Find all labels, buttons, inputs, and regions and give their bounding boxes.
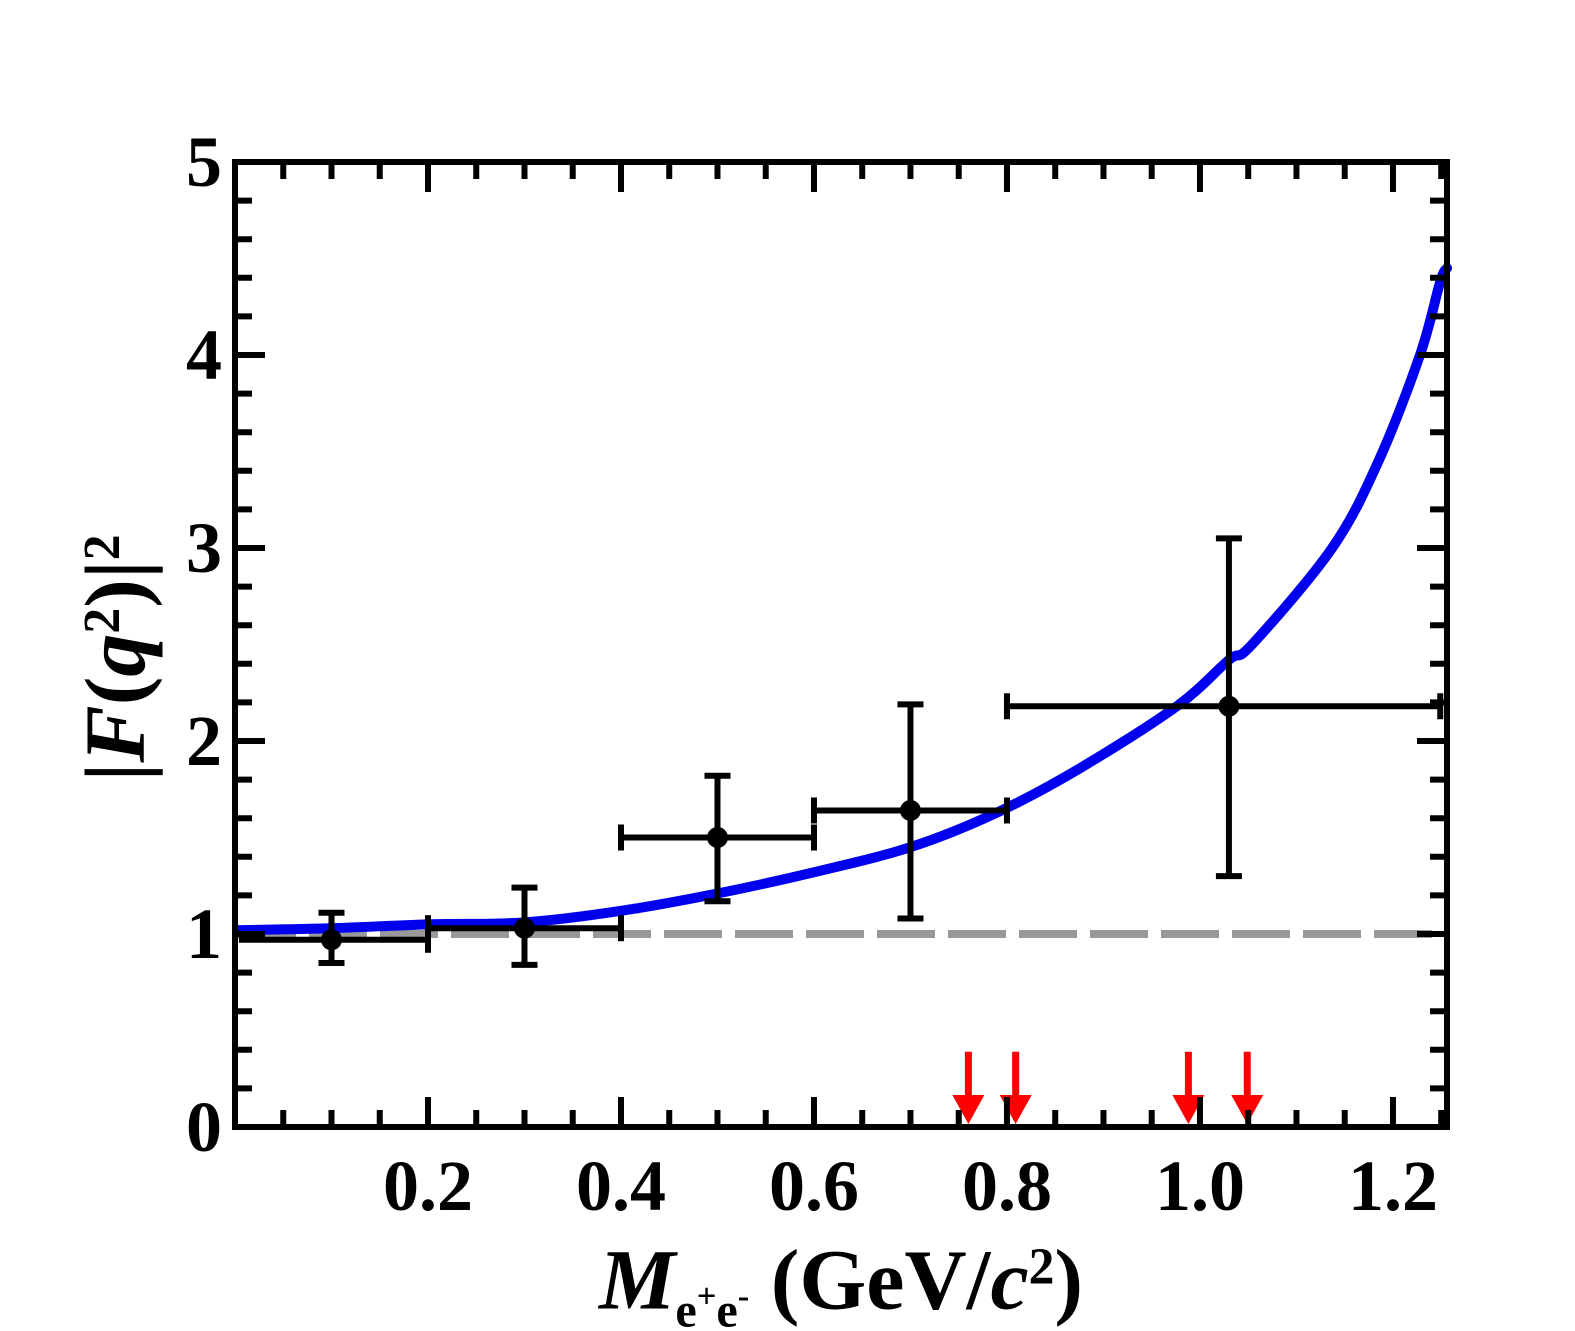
x-tick-label: 0.6 bbox=[769, 1146, 859, 1226]
axis-title-segment: (GeV/ bbox=[749, 1231, 991, 1328]
y-tick-label: 3 bbox=[186, 508, 222, 588]
x-tick-label: 0.4 bbox=[576, 1146, 666, 1226]
data-point-marker bbox=[513, 917, 535, 939]
plot-frame bbox=[232, 159, 1450, 1130]
data-point-marker bbox=[899, 799, 921, 821]
resonance-arrow-head bbox=[952, 1095, 985, 1124]
x-tick-label: 0.2 bbox=[383, 1146, 473, 1226]
axis-title-segment: e bbox=[675, 1284, 697, 1331]
axis-title-segment: | bbox=[67, 762, 163, 782]
axis-title-segment: + bbox=[696, 1277, 717, 1316]
y-tick-label: 2 bbox=[186, 701, 222, 781]
form-factor-fit-curve bbox=[233, 263, 1452, 936]
axis-title-segment: ( bbox=[67, 676, 163, 706]
x-tick-label: 0.8 bbox=[962, 1146, 1052, 1226]
data-point-marker bbox=[320, 929, 342, 951]
data-point-marker bbox=[706, 827, 728, 848]
data-point-marker bbox=[1218, 695, 1240, 717]
axis-title-segment: 2 bbox=[1028, 1238, 1055, 1296]
axis-title-segment: q bbox=[67, 633, 163, 677]
x-tick-label: 1.0 bbox=[1155, 1146, 1245, 1226]
axis-title-segment: e bbox=[716, 1284, 738, 1331]
axis-title-segment: )| bbox=[67, 560, 163, 608]
resonance-arrow-head bbox=[1172, 1095, 1205, 1124]
y-tick-label: 1 bbox=[186, 894, 222, 974]
axis-title-segment: 2 bbox=[74, 607, 132, 634]
y-tick-label: 5 bbox=[186, 122, 222, 202]
axis-title-segment: ) bbox=[1054, 1231, 1084, 1328]
axis-title-segment: c bbox=[990, 1231, 1029, 1328]
x-tick-label: 1.2 bbox=[1348, 1146, 1438, 1226]
resonance-arrow-head bbox=[1231, 1095, 1264, 1124]
axis-title-segment: M bbox=[598, 1231, 676, 1328]
axis-title-segment: F bbox=[67, 705, 163, 763]
x-axis-title: Me+e- (GeV/c2) bbox=[599, 1236, 1083, 1331]
y-axis-title: |F(q2)|2 bbox=[67, 534, 163, 781]
axis-title-segment: 2 bbox=[74, 534, 132, 561]
y-tick-label: 4 bbox=[186, 315, 222, 395]
axis-title-segment: - bbox=[737, 1277, 750, 1316]
y-tick-label: 0 bbox=[186, 1087, 222, 1167]
